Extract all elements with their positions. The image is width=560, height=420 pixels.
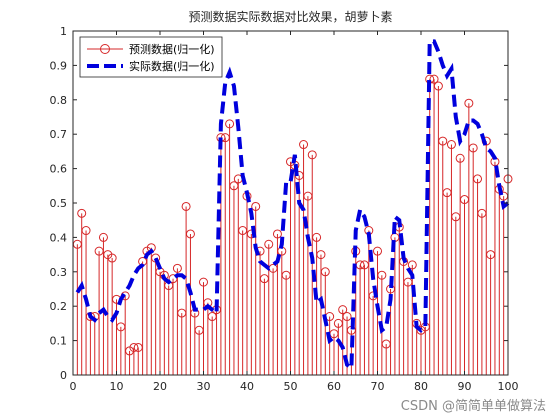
predicted-point — [172, 263, 182, 273]
predicted-point — [442, 188, 452, 198]
predicted-point — [320, 267, 330, 277]
legend-predicted-label: 预测数据(归一化) — [129, 42, 215, 56]
predicted-point — [272, 229, 282, 239]
predicted-point — [307, 150, 317, 160]
predicted-point — [129, 342, 139, 352]
y-axis-ticks: 0 0.1 0.2 0.3 0.4 0.5 0.6 0.7 0.8 0.9 1 — [50, 25, 508, 382]
y-tick-label: 0.8 — [50, 94, 68, 107]
predicted-point — [303, 191, 313, 201]
predicted-point — [312, 232, 322, 242]
legend: 预测数据(归一化) 实际数据(归一化) — [79, 36, 223, 78]
predicted-point — [359, 260, 369, 270]
y-tick-label: 0.2 — [50, 300, 68, 313]
y-tick-label: 0.3 — [50, 266, 68, 279]
predicted-point — [264, 239, 274, 249]
legend-predicted-swatch-marker — [100, 44, 110, 54]
predicted-point — [281, 270, 291, 280]
predicted-point — [468, 143, 478, 153]
x-tick-label: 70 — [371, 380, 385, 393]
predicted-point — [238, 226, 248, 236]
y-tick-label: 0.1 — [50, 335, 68, 348]
predicted-point — [342, 312, 352, 322]
predicted-point — [177, 308, 187, 318]
predicted-point — [464, 98, 474, 108]
predicted-point — [81, 226, 91, 236]
legend-actual-label: 实际数据(归一化) — [129, 59, 215, 73]
predicted-point — [207, 312, 217, 322]
y-tick-label: 0 — [60, 369, 67, 382]
y-tick-label: 1 — [60, 25, 67, 38]
predicted-point — [199, 277, 208, 287]
predicted-point — [381, 339, 391, 349]
predicted-markers — [72, 74, 513, 356]
y-tick-label: 0.7 — [50, 128, 68, 141]
x-tick-label: 30 — [197, 380, 211, 393]
predicted-point — [116, 322, 126, 332]
x-tick-label: 0 — [70, 380, 77, 393]
predicted-point — [486, 250, 496, 260]
watermark: CSDN @简简单单做算法 — [400, 399, 546, 414]
x-tick-label: 60 — [327, 380, 341, 393]
predicted-point — [316, 250, 326, 260]
legend-box — [79, 36, 223, 78]
predicted-point — [455, 153, 465, 163]
x-tick-label: 40 — [240, 380, 254, 393]
actual-dashed-line — [75, 39, 510, 373]
predicted-point — [194, 325, 204, 335]
predicted-point — [229, 181, 239, 191]
predicted-point — [251, 201, 261, 211]
x-tick-label: 50 — [284, 380, 298, 393]
predicted-point — [333, 318, 343, 328]
predicted-point — [451, 212, 461, 222]
predicted-point — [446, 140, 456, 150]
predicted-point — [299, 140, 309, 150]
predicted-point — [403, 277, 413, 287]
chart-title: 预测数据实际数据对比效果，胡萝卜素 — [188, 9, 392, 24]
y-tick-label: 0.6 — [50, 163, 68, 176]
predicted-point — [168, 274, 178, 284]
predicted-point — [107, 253, 117, 263]
predicted-point — [460, 195, 469, 205]
predicted-point — [373, 246, 382, 256]
x-tick-label: 100 — [498, 380, 519, 393]
predicted-point — [377, 270, 387, 280]
y-tick-label: 0.5 — [50, 197, 68, 210]
predicted-point — [407, 260, 417, 270]
predicted-point — [338, 305, 348, 315]
predicted-point — [225, 119, 235, 129]
predicted-point — [473, 174, 483, 184]
x-tick-label: 90 — [458, 380, 472, 393]
predicted-point — [477, 208, 487, 218]
predicted-point — [429, 74, 439, 84]
predicted-point — [77, 208, 87, 218]
x-axis-ticks: 0 10 20 30 40 50 60 70 80 90 100 — [70, 31, 519, 393]
predicted-point — [185, 229, 195, 239]
predicted-point — [181, 201, 191, 211]
predicted-point — [98, 232, 108, 242]
x-tick-label: 10 — [110, 380, 124, 393]
predicted-point — [259, 274, 269, 284]
predicted-point — [433, 81, 443, 91]
x-tick-label: 80 — [414, 380, 428, 393]
predicted-point — [94, 246, 104, 256]
y-tick-label: 0.4 — [50, 231, 68, 244]
predicted-point — [438, 136, 448, 146]
x-tick-label: 20 — [153, 380, 167, 393]
predicted-stems — [76, 79, 509, 375]
y-tick-label: 0.9 — [50, 59, 68, 72]
predicted-point — [133, 342, 143, 352]
